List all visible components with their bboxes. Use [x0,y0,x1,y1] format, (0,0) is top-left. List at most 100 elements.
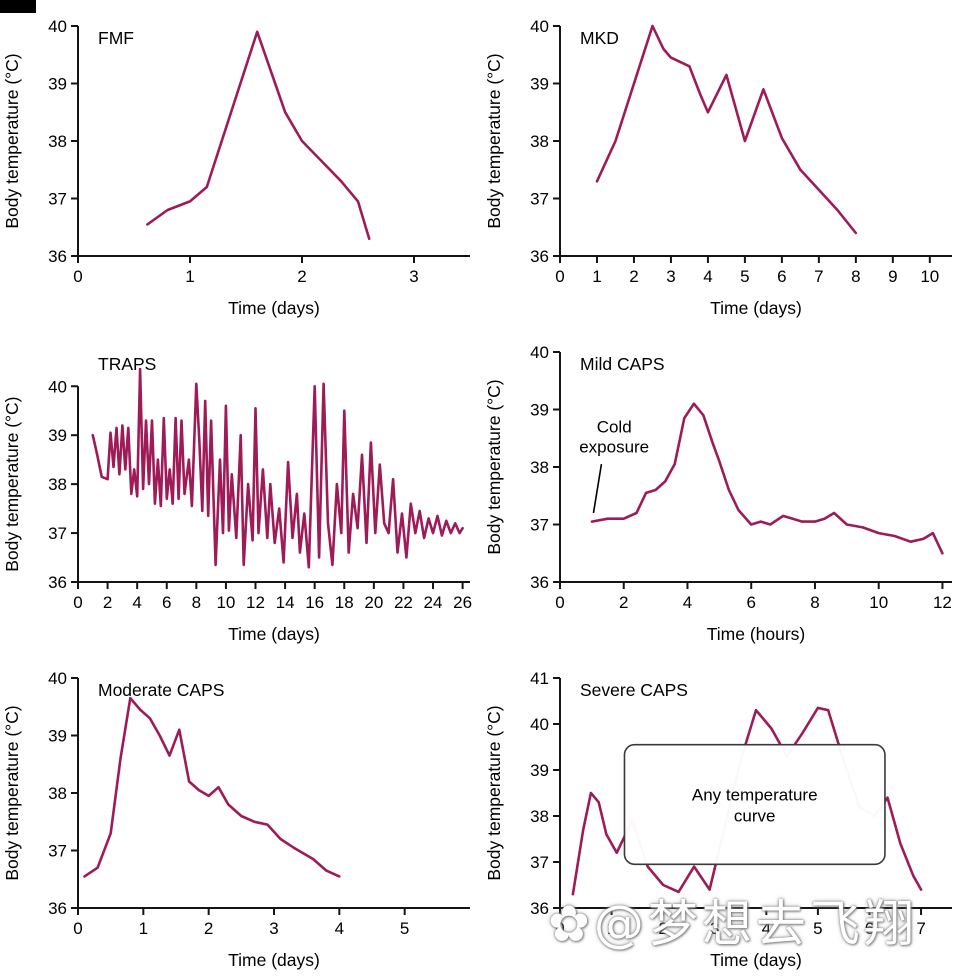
y-axis-label: Body temperature (°C) [2,705,22,880]
x-tick-label: 1 [185,267,194,286]
x-tick-label: 10 [216,593,235,612]
x-tick-label: 10 [920,267,939,286]
x-tick-label: 20 [364,593,383,612]
y-tick-label: 37 [48,190,67,209]
x-tick-label: 12 [933,593,952,612]
y-tick-label: 36 [530,573,549,592]
x-tick-label: 0 [73,267,82,286]
y-tick-label: 40 [48,377,67,396]
y-tick-label: 39 [530,401,549,420]
y-tick-label: 39 [530,761,549,780]
y-tick-label: 40 [530,343,549,362]
x-tick-label: 24 [424,593,443,612]
x-tick-label: 10 [869,593,888,612]
chart-mild-caps: 0 2 4 6 8 10 12 36 37 38 39 40 Time (hours) Body temp… [482,326,964,652]
series-line [91,367,464,569]
chart-title: Mild CAPS [580,354,665,374]
y-tick-label: 37 [530,190,549,209]
x-tick-label: 2 [629,267,638,286]
x-tick-label: 12 [246,593,265,612]
x-tick-label: 0 [555,919,564,938]
series-line [83,696,341,878]
y-tick-label: 37 [48,524,67,543]
x-axis-label: Time (days) [710,298,802,318]
y-tick-label: 38 [530,807,549,826]
y-tick-label: 38 [48,475,67,494]
x-tick-label: 5 [400,919,409,938]
x-tick-label: 5 [740,267,749,286]
chart-moderate-caps: 0 1 2 3 4 5 36 37 38 39 40 Time (days) Body temperat… [0,652,482,978]
x-tick-label: 9 [888,267,897,286]
annotation-line [592,463,603,514]
y-tick-label: 38 [530,458,549,477]
y-tick-label: 38 [48,132,67,151]
y-tick-label: 38 [530,132,549,151]
x-tick-label: 16 [305,593,324,612]
x-tick-label: 0 [555,267,564,286]
series-line [146,30,371,241]
y-tick-label: 36 [48,899,67,918]
y-axis-label: Body temperature (°C) [2,53,22,228]
x-tick-label: 1 [607,919,616,938]
x-tick-label: 7 [814,267,823,286]
corner-mark [0,0,36,13]
x-tick-label: 26 [453,593,472,612]
x-tick-label: 3 [269,919,278,938]
y-axis-label: Body temperature (°C) [2,396,22,571]
y-tick-label: 37 [48,842,67,861]
x-tick-label: 2 [297,267,306,286]
chart-title: TRAPS [98,354,156,374]
x-tick-label: 2 [204,919,213,938]
y-tick-label: 40 [530,715,549,734]
x-tick-label: 0 [73,919,82,938]
x-axis-label: Time (days) [710,950,802,970]
chart-title: Severe CAPS [580,680,688,700]
y-axis-label: Body temperature (°C) [484,53,504,228]
chart-title: MKD [580,28,619,48]
x-tick-label: 4 [703,267,712,286]
y-tick-label: 39 [48,727,67,746]
x-tick-label: 0 [73,593,82,612]
x-tick-label: 1 [139,919,148,938]
x-axis-label: Time (days) [228,298,320,318]
x-tick-label: 14 [276,593,295,612]
y-tick-label: 40 [48,17,67,36]
x-tick-label: 7 [916,919,925,938]
x-tick-label: 18 [335,593,354,612]
chart-severe-caps: 0 1 2 3 4 5 6 7 36 37 38 39 40 41 Time (days) Body temp… [482,652,964,978]
chart-title: FMF [98,28,134,48]
y-tick-label: 36 [48,573,67,592]
x-tick-label: 3 [710,919,719,938]
annotation-text: exposure [579,438,649,457]
y-axis-label: Body temperature (°C) [484,705,504,880]
y-tick-label: 41 [530,669,549,688]
x-tick-label: 8 [810,593,819,612]
x-tick-label: 4 [683,593,692,612]
chart-mkd: 0 1 2 3 4 5 6 7 8 9 10 36 37 38 39 40 Time (days) Body te… [482,0,964,326]
x-tick-label: 3 [666,267,675,286]
annotation-text: Cold [597,418,632,437]
x-tick-label: 5 [813,919,822,938]
y-tick-label: 40 [530,17,549,36]
x-tick-label: 2 [619,593,628,612]
x-tick-label: 8 [192,593,201,612]
series-line [590,402,944,555]
x-tick-label: 6 [865,919,874,938]
x-tick-label: 3 [409,267,418,286]
y-tick-label: 36 [530,899,549,918]
x-tick-label: 4 [335,919,344,938]
y-tick-label: 37 [530,853,549,872]
y-tick-label: 36 [48,247,67,266]
overlay-box-label: Any temperature [692,786,818,805]
x-tick-label: 6 [746,593,755,612]
x-axis-label: Time (days) [228,950,320,970]
x-tick-label: 2 [658,919,667,938]
chart-fmf: 0 1 2 3 36 37 38 39 40 Time (days) Body temperatur… [0,0,482,326]
y-tick-label: 37 [530,516,549,535]
y-tick-label: 38 [48,784,67,803]
y-tick-label: 36 [530,247,549,266]
y-axis-label: Body temperature (°C) [484,379,504,554]
